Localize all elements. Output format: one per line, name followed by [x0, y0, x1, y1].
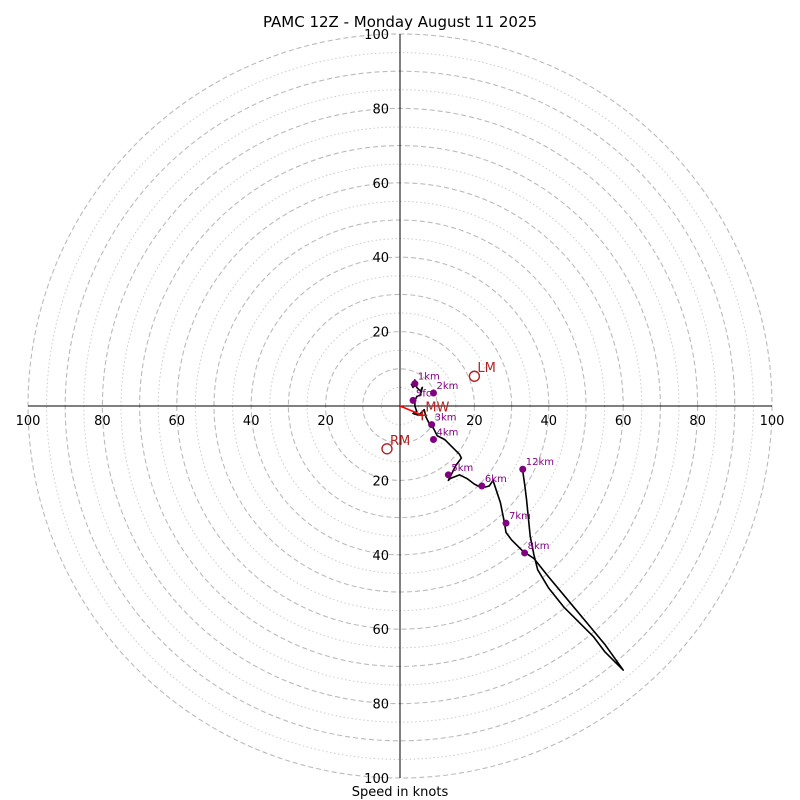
height-label: 2km — [436, 381, 458, 392]
height-label: 5km — [451, 463, 473, 474]
y-tick-label: 60 — [372, 177, 389, 192]
height-label: 6km — [485, 474, 507, 485]
hodograph-line — [410, 379, 625, 671]
y-tick-label: 80 — [372, 102, 389, 117]
y-tick-label: 60 — [372, 623, 389, 638]
storm-motion-markers: LM RM MW — [381, 361, 496, 455]
shear-vector — [399, 405, 423, 417]
height-marker — [502, 519, 510, 527]
height-marker — [519, 465, 527, 473]
x-tick-label: 20 — [466, 414, 483, 429]
height-marker — [429, 435, 437, 443]
x-axis-label: Speed in knots — [352, 785, 449, 800]
height-label: 1km — [418, 372, 440, 383]
height-marker — [428, 421, 436, 429]
x-tick-label: 80 — [94, 414, 111, 429]
height-marker — [444, 471, 452, 479]
y-tick-label: 100 — [364, 772, 389, 787]
x-tick-label: 100 — [760, 414, 785, 429]
y-tick-label: 100 — [364, 28, 389, 43]
height-marker — [411, 380, 419, 388]
storm-motion-marker — [381, 443, 393, 455]
height-label: 3km — [435, 413, 457, 424]
wind-trace — [399, 379, 625, 671]
x-tick-label: 100 — [16, 414, 41, 429]
chart-title: PAMC 12Z - Monday August 11 2025 — [263, 13, 537, 31]
x-tick-label: 60 — [615, 414, 632, 429]
x-tick-label: 60 — [169, 414, 186, 429]
x-tick-label: 20 — [317, 414, 334, 429]
height-label: 4km — [436, 427, 458, 438]
y-tick-label: 40 — [372, 251, 389, 266]
storm-motion-marker — [468, 370, 481, 382]
y-tick-label: 20 — [372, 326, 389, 341]
x-tick-label: 80 — [689, 414, 706, 429]
storm-motion-label: RM — [390, 434, 410, 449]
height-label: Sfc — [416, 388, 431, 399]
x-tick-label: 40 — [541, 414, 558, 429]
height-marker — [521, 549, 529, 557]
y-tick-label: 40 — [372, 549, 389, 564]
height-marker — [478, 482, 486, 490]
height-label: 7km — [509, 511, 531, 522]
y-tick-label: 20 — [372, 474, 389, 489]
height-label: 12km — [526, 457, 554, 468]
tick-labels: 100 80 60 40 20 20 40 60 80 100 100 80 60 40 20 20 40 60 8… — [16, 28, 785, 787]
height-marker — [409, 396, 417, 404]
height-label: 8km — [528, 541, 550, 552]
storm-motion-label: MW — [425, 400, 449, 415]
x-tick-label: 40 — [243, 414, 260, 429]
height-marker — [429, 389, 437, 397]
y-tick-label: 80 — [372, 698, 389, 713]
storm-motion-label: LM — [477, 361, 495, 376]
